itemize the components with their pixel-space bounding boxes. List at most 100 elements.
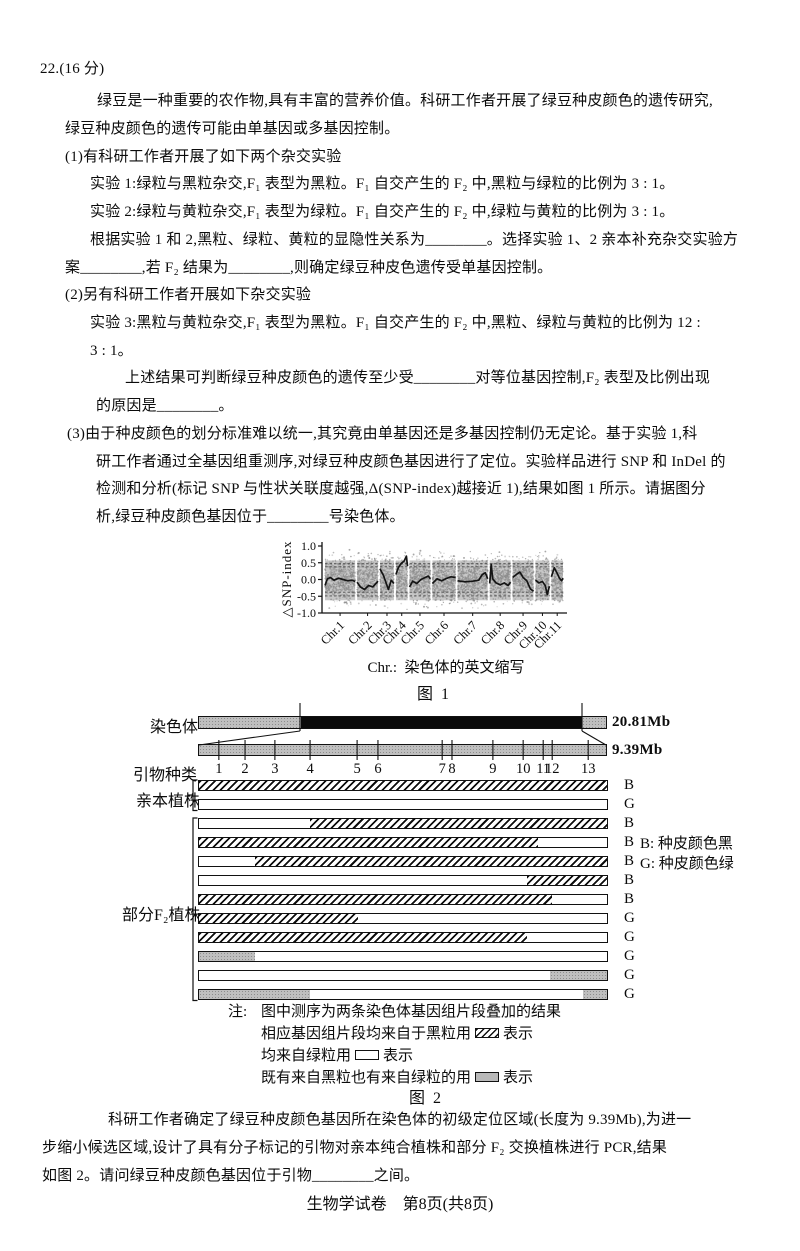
text-line-9: (2)另有科研工作者开展如下杂交实验 [65, 287, 312, 303]
text-line-12: 上述结果可判断绿豆种皮颜色的遗传至少受________对等位基因控制,F₂ 表型… [125, 370, 711, 386]
genotype-segment-white [254, 952, 607, 961]
x-tick-label: Chr.6 [422, 618, 451, 647]
primer-number-5: 5 [353, 761, 361, 777]
note-line-2: 相应基因组片段均来自于黑粒用 表示 [261, 1022, 533, 1043]
text-line-10: 实验 3:黑粒与黄粒杂交,F₁ 表型为黑粒。F₁ 自交产生的 F₂ 中,黑粒、绿… [90, 315, 701, 331]
genotype-segment-white [310, 990, 583, 999]
text-line-1: 22.(16 分) [40, 61, 105, 77]
figure-1-chart: 1.00.50.0-0.5-1.0△SNP-indexChr.1Chr.2Chr… [279, 539, 567, 652]
parent-plants-label: 亲本植株 [136, 793, 201, 810]
phenotype-label: B [624, 777, 635, 793]
page-footer: 生物学试卷 第8页(共8页) [306, 1196, 494, 1213]
primer-number-13: 13 [580, 761, 596, 777]
primer-number-12: 12 [544, 761, 560, 777]
primer-number-2: 2 [241, 761, 249, 777]
primer-type-label: 引物种类 [133, 767, 198, 784]
chr-block-Chr.11 [550, 553, 564, 606]
genotype-segment-gray [582, 990, 607, 999]
genotype-segment-white [199, 876, 527, 885]
primer-number-9: 9 [489, 761, 497, 777]
chr-block-Chr.3 [379, 550, 395, 609]
snp-index-line [457, 571, 489, 583]
region-length-label: 9.39Mb [612, 742, 663, 758]
y-tick-label: -0.5 [297, 589, 316, 603]
snp-index-line [550, 566, 564, 582]
genotype-segment-gray [549, 971, 607, 980]
primer-number-6: 6 [374, 761, 382, 777]
snp-index-line [512, 571, 535, 592]
text-line-17: 析,绿豆种皮颜色基因位于________号染色体。 [96, 509, 405, 525]
snp-index-line [534, 579, 551, 596]
text-line-3: 绿豆种皮颜色的遗传可能由单基因或多基因控制。 [65, 121, 400, 137]
genotype-segment-hatch [199, 895, 552, 904]
genotype-segment-white [199, 800, 607, 809]
phenotype-label: B [624, 853, 635, 869]
chromosome-segment-black [300, 717, 582, 728]
chromosome-label: 染色体 [150, 719, 199, 736]
y-tick-label: 0.0 [301, 573, 316, 587]
f2-genotype-row [198, 818, 608, 829]
genotype-segment-white [538, 838, 607, 847]
chromosome-length-label: 20.81Mb [612, 714, 671, 730]
phenotype-label: G [624, 986, 635, 1002]
genotype-segment-hatch [254, 857, 607, 866]
mapped-region-bar [198, 744, 607, 756]
chr-block-Chr.10 [534, 550, 551, 605]
genotype-segment-white [358, 914, 607, 923]
note-text-pre: 相应基因组片段均来自于黑粒用 [261, 1026, 472, 1042]
phenotype-label: B [624, 815, 635, 831]
genotype-segment-white [199, 819, 311, 828]
primer-number-4: 4 [306, 761, 314, 777]
note-text-post: 表示 [503, 1070, 534, 1086]
text-line-8: 案________,若 F₂ 结果为________,则确定绿豆种皮色遗传受单基… [65, 260, 553, 276]
text-line-19: 步缩小候选区域,设计了具有分子标记的引物对亲本纯合植株和部分 F₂ 交换植株进行… [42, 1140, 668, 1156]
fig2-caption: 图 2 [408, 1090, 441, 1107]
y-tick-label: 1.0 [301, 539, 316, 553]
chr-block-Chr.6 [431, 551, 457, 608]
text-line-7: 根据实验 1 和 2,黑粒、绿粒、黄粒的显隐性关系为________。选择实验 … [90, 232, 739, 248]
f2-genotype-row [198, 989, 608, 1000]
text-line-5: 实验 1:绿粒与黑粒杂交,F₁ 表型为黑粒。F₁ 自交产生的 F₂ 中,黑粒与绿… [90, 176, 675, 192]
white-legend-swatch [355, 1049, 380, 1060]
chromosome-segment-gray [199, 717, 301, 728]
chr-block-Chr.4 [395, 551, 409, 611]
phenotype-label: B [624, 891, 635, 907]
genotype-segment-hatch [199, 914, 359, 923]
phenotype-label: G [624, 929, 635, 945]
chr-block-Chr.2 [356, 551, 379, 606]
primer-number-11: 11 [536, 761, 551, 777]
note-line-4: 既有来自黑粒也有来自绿粒的用 表示 [261, 1066, 533, 1087]
chr-block-Chr.5 [408, 549, 432, 609]
f2-genotype-row [198, 856, 608, 867]
phenotype-label: G [624, 910, 635, 926]
note-label: 注: [228, 1004, 248, 1020]
snp-index-line [324, 576, 356, 586]
f2-genotype-row [198, 894, 608, 905]
phenotype-label: G [624, 796, 635, 812]
text-line-20: 如图 2。请问绿豆种皮颜色基因位于引物________之间。 [42, 1168, 420, 1184]
f2-genotype-row [198, 970, 608, 981]
primer-number-10: 10 [515, 761, 531, 777]
genotype-segment-gray [199, 952, 255, 961]
fig1-note: Chr.: 染色体的英文缩写 [367, 660, 525, 676]
snp-index-line [488, 563, 512, 587]
f2-genotype-row [198, 875, 608, 886]
note-text-pre: 既有来自黑粒也有来自绿粒的用 [261, 1070, 472, 1086]
text-line-15: 研工作者通过全基因组重测序,对绿豆种皮颜色基因进行了定位。实验样品进行 SNP … [96, 454, 726, 470]
primer-number-3: 3 [271, 761, 279, 777]
note-text-post: 表示 [503, 1026, 534, 1042]
f2-genotype-row [198, 932, 608, 943]
genotype-segment-white [199, 857, 255, 866]
snp-index-line [379, 568, 395, 591]
y-axis-title: △SNP-index [279, 540, 294, 617]
y-tick-label: 0.5 [301, 556, 316, 570]
text-line-11: 3 : 1。 [90, 343, 133, 359]
fig1-caption: 图 1 [416, 686, 449, 703]
f2-plants-label: 部分F₂植株 [122, 907, 201, 924]
chromosome-segment-gray [581, 717, 606, 728]
note-line-1: 图中测序为两条染色体基因组片段叠加的结果 [261, 1000, 561, 1021]
chr-block-Chr.7 [456, 550, 489, 610]
primer-number-7: 7 [438, 761, 446, 777]
text-line-16: 检测和分析(标记 SNP 与性状关联度越强,Δ(SNP-index)越接近 1)… [96, 481, 706, 497]
